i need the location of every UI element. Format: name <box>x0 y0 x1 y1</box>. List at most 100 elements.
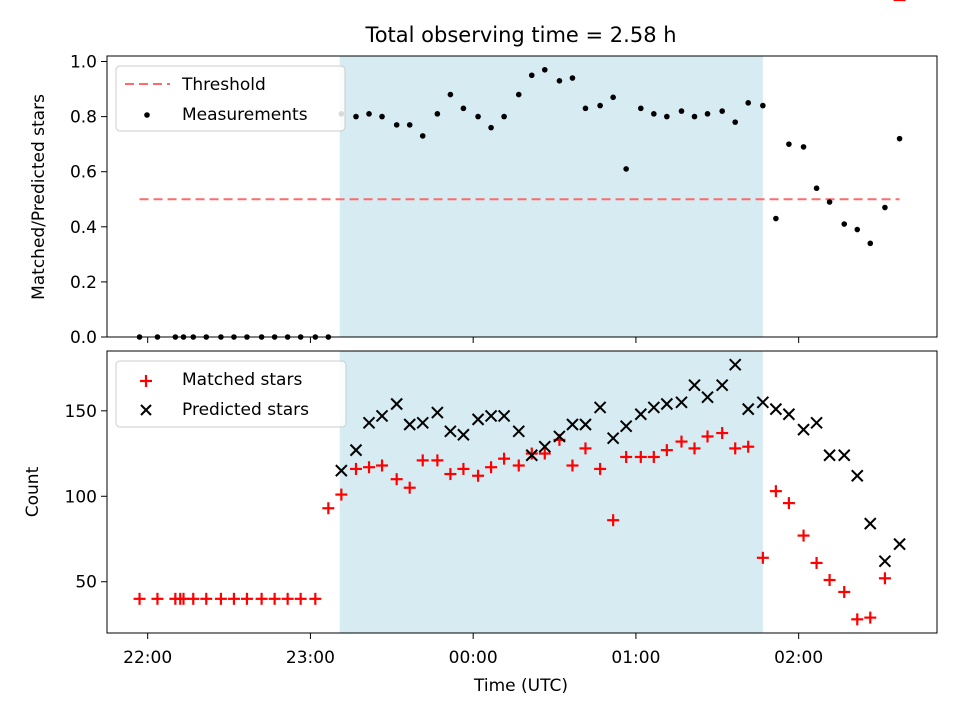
matched-star-point <box>335 488 348 501</box>
predicted-star-point <box>851 469 864 482</box>
predicted-star-point <box>634 408 648 421</box>
measurement-point <box>800 144 807 150</box>
bottom-legend: Matched stars Predicted stars <box>115 360 347 428</box>
bottom-x-ticks: 22:00 23:00 00:00 01:00 02:00 <box>123 633 823 668</box>
legend-measurements-swatch <box>144 112 150 118</box>
top-observing-span <box>339 56 763 337</box>
top-y-tick-label: 1.0 <box>70 53 97 73</box>
matched-star-point <box>151 592 164 605</box>
predicted-star-point <box>416 416 429 429</box>
measurement-point <box>691 113 698 120</box>
predicted-star-point <box>375 409 389 423</box>
x-tick-label: 02:00 <box>774 648 823 668</box>
predicted-star-point <box>349 443 363 457</box>
x-tick-label: 22:00 <box>123 648 172 668</box>
predicted-star-point <box>362 416 376 429</box>
matched-star-point <box>864 611 877 624</box>
predicted-star-point <box>335 464 348 477</box>
matched-star-point <box>742 440 755 453</box>
predicted-star-point <box>553 430 566 443</box>
predicted-star-point <box>864 517 877 530</box>
matched-star-point <box>187 592 200 605</box>
measurement-point <box>651 111 657 117</box>
top-axes-frame <box>106 55 938 338</box>
bottom-observing-span <box>339 351 763 633</box>
measurement-point <box>760 102 766 109</box>
matched-star-point <box>133 592 146 605</box>
top-y-tick-label: 0.8 <box>70 108 97 128</box>
measurement-point <box>664 113 670 120</box>
legend-predicted-swatch <box>140 404 152 416</box>
measurement-point <box>826 199 833 205</box>
predicted-star-point <box>797 423 810 436</box>
legend-threshold-label: Threshold <box>181 75 266 95</box>
measurement-point <box>488 124 494 131</box>
matched-star-point <box>566 459 579 472</box>
measurement-point <box>434 111 441 117</box>
measurement-point <box>773 215 779 222</box>
measurement-point <box>896 135 903 142</box>
matched-star-point <box>851 613 864 626</box>
matched-star-point <box>878 572 891 585</box>
x-axis-label: Time (UTC) <box>473 676 568 696</box>
matched-star-point <box>810 556 823 569</box>
matched-star-point <box>322 502 335 515</box>
top-y-tick-label: 0.6 <box>70 163 97 183</box>
matched-star-point <box>634 450 647 463</box>
predicted-star-point <box>431 406 444 419</box>
matched-star-point <box>376 459 389 472</box>
matched-star-point <box>444 468 457 481</box>
legend-matched-swatch <box>140 375 152 387</box>
bottom-legend-box <box>115 360 347 428</box>
predicted-star-point <box>497 409 511 423</box>
predicted-star-point <box>538 440 551 453</box>
predicted-stars-series <box>335 358 906 568</box>
matched-star-point <box>485 461 498 474</box>
x-tick-label: 01:00 <box>611 648 660 668</box>
matched-star-point <box>240 592 253 605</box>
matched-star-point <box>363 461 376 474</box>
measurement-point <box>719 108 725 114</box>
matched-star-point <box>472 469 485 482</box>
top-x-ticks <box>147 337 800 343</box>
bottom-axes-frame <box>106 350 938 634</box>
matched-star-point <box>579 442 592 455</box>
predicted-star-point <box>444 425 457 438</box>
matched-star-point <box>701 430 714 443</box>
matched-star-point <box>294 592 307 605</box>
matched-star-point <box>769 485 782 498</box>
matched-star-point <box>607 514 620 527</box>
predicted-star-point <box>593 401 607 414</box>
predicted-star-point <box>619 419 633 433</box>
matched-star-point <box>416 454 429 467</box>
bottom-y-tick-label: 150 <box>65 402 97 422</box>
matched-star-point <box>525 447 538 460</box>
predicted-star-point <box>566 418 579 431</box>
top-y-ticks: 0.0 0.2 0.4 0.6 0.8 1.0 <box>70 53 107 348</box>
measurement-point <box>353 113 359 120</box>
x-tick-label: 00:00 <box>449 648 498 668</box>
predicted-star-point <box>838 449 851 462</box>
measurement-point <box>475 113 481 120</box>
measurement-point <box>569 75 576 81</box>
matched-star-point <box>227 592 240 605</box>
measurement-point <box>638 105 644 112</box>
measurement-point <box>419 133 426 139</box>
measurement-point <box>882 204 888 211</box>
predicted-star-point <box>878 555 892 568</box>
predicted-star-point <box>756 396 770 409</box>
predicted-star-point <box>457 428 470 441</box>
matched-star-point <box>660 444 673 457</box>
measurement-point <box>732 119 738 125</box>
measurement-point <box>393 122 400 128</box>
matched-star-point <box>431 454 444 467</box>
predicted-star-point <box>728 358 742 371</box>
measurement-point <box>447 91 454 98</box>
measurement-point <box>582 105 589 112</box>
measurement-point <box>528 72 535 79</box>
predicted-star-point <box>606 431 620 445</box>
predicted-star-point <box>701 390 714 404</box>
measurement-point <box>813 185 820 192</box>
measurement-point <box>704 111 711 117</box>
matched-star-point <box>729 442 742 455</box>
